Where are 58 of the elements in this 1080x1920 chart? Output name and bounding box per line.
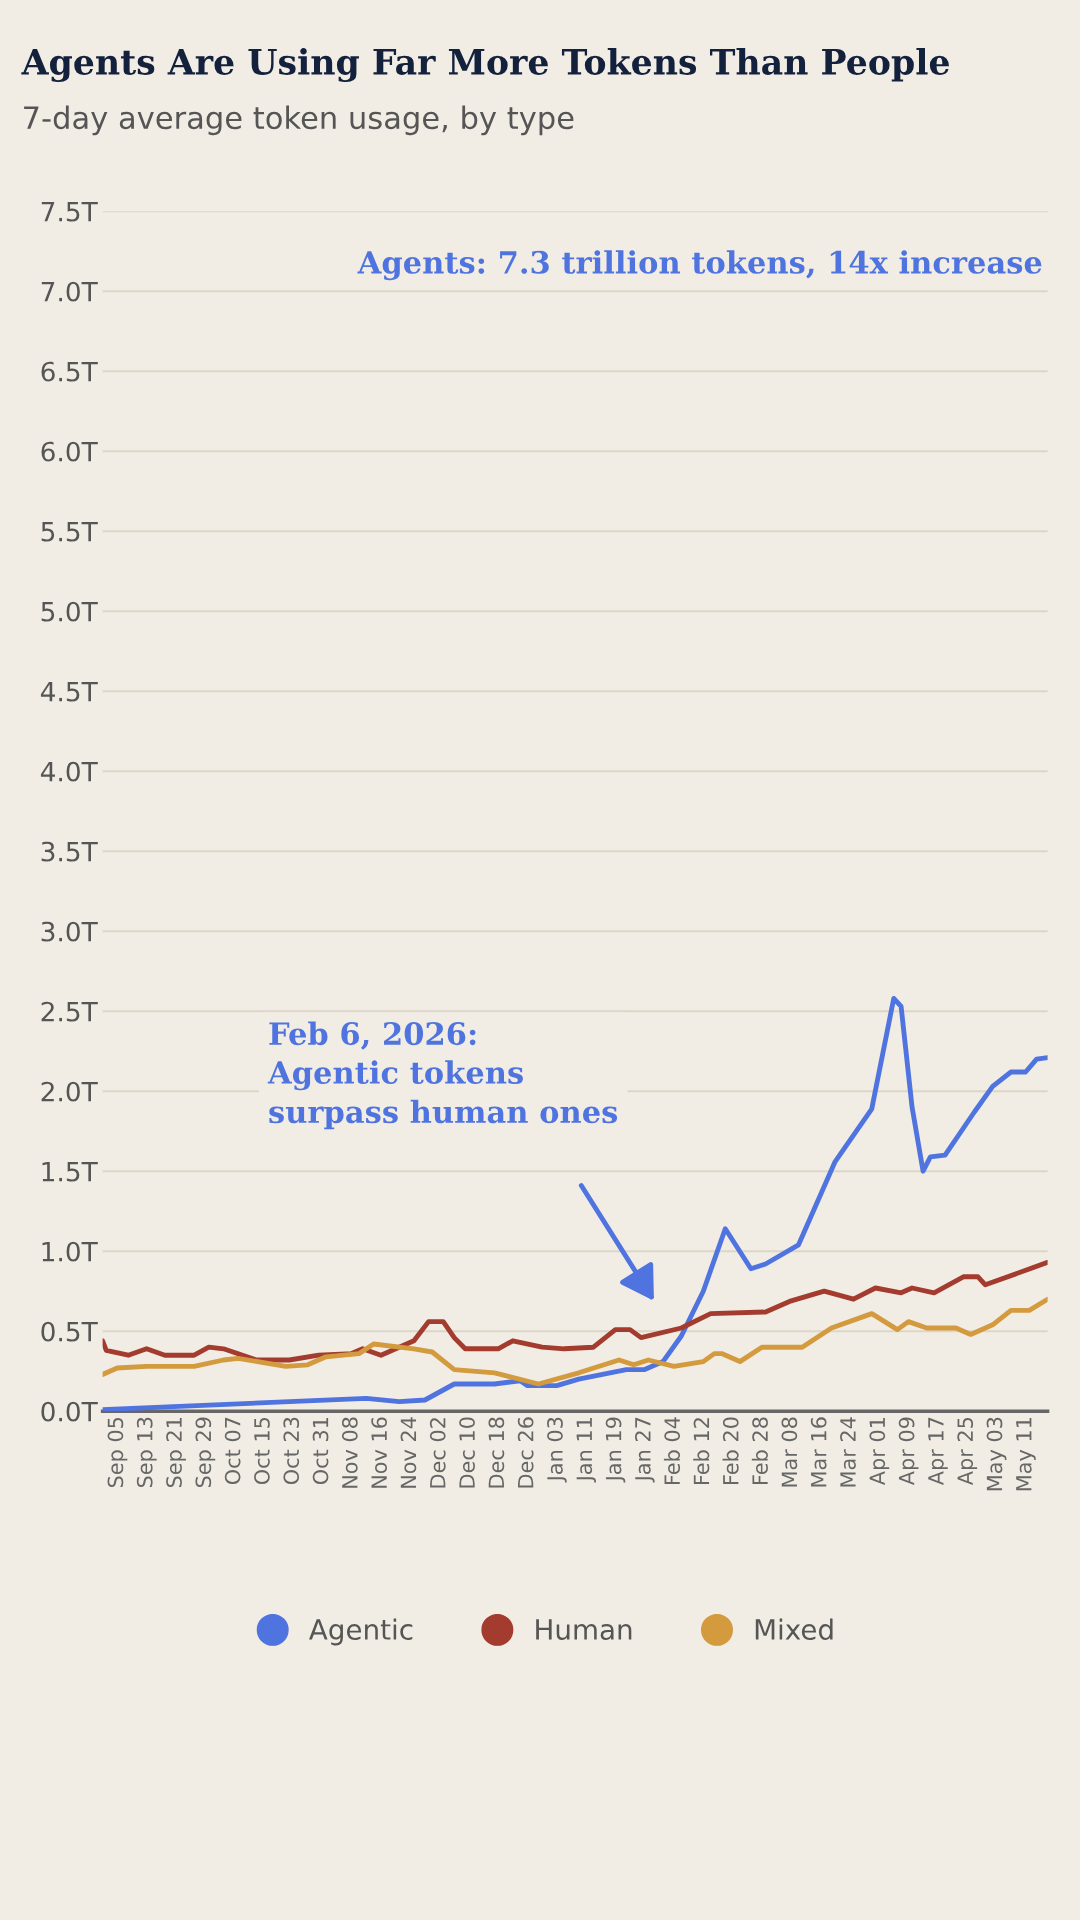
x-tick-label: Sep 13 — [136, 1417, 157, 1488]
x-tick-label: Sep 29 — [195, 1417, 216, 1488]
y-tick-label: 6.5T — [41, 361, 98, 382]
x-tick-label: Nov 08 — [341, 1417, 358, 1488]
x-tick-label: May 03 — [986, 1417, 1007, 1491]
line-series — [102, 1259, 1048, 1363]
y-tick-label: 0.5T — [41, 1321, 98, 1342]
legend-label: Mixed — [755, 1618, 833, 1641]
x-tick-label: Mar 24 — [840, 1417, 856, 1487]
y-tick-label: 2.0T — [41, 1081, 98, 1102]
legend-label: Human — [536, 1619, 632, 1641]
chart-title: Agents Are Using Far More Tokens Than People — [21, 48, 949, 83]
x-tick-label: Mar 16 — [810, 1417, 827, 1487]
x-tick-label: Oct 07 — [224, 1417, 241, 1485]
annotation: Feb 6, 2026: Agentic tokens surpass human ones — [267, 1021, 618, 1130]
x-tick-label: Feb 20 — [722, 1417, 739, 1485]
x-tick-label: Nov 24 — [400, 1417, 417, 1488]
chart-subtitle: 7-day average token usage, by type — [24, 105, 574, 136]
x-tick-label: Jan 27 — [634, 1417, 655, 1483]
x-tick-label: Dec 18 — [488, 1417, 505, 1488]
x-tick-label: Feb 12 — [693, 1418, 710, 1485]
x-tick-label: Sep 05 — [107, 1417, 128, 1488]
x-tick-label: Mar 08 — [781, 1417, 798, 1487]
y-tick-label: 5.5T — [41, 521, 98, 542]
x-tick-label: Sep 21 — [166, 1417, 186, 1488]
x-tick-label: Apr 01 — [869, 1417, 890, 1486]
y-tick-label: 3.0T — [41, 921, 98, 942]
annotation: Agents: 7.3 trillion tokens, 14x increase — [357, 250, 1042, 281]
y-tick-label: 7.5T — [41, 201, 98, 222]
x-tick-label: Jan 03 — [547, 1417, 567, 1483]
x-tick-label: Apr 09 — [898, 1417, 919, 1486]
y-tick-label: 7.0T — [41, 281, 98, 302]
x-tick-label: Oct 23 — [283, 1417, 300, 1485]
y-tick-label: 1.0T — [42, 1241, 98, 1262]
x-tick-label: Dec 26 — [517, 1417, 534, 1488]
y-tick-label: 1.5T — [42, 1161, 98, 1182]
x-tick-label: Feb 28 — [751, 1417, 768, 1485]
x-tick-label: Apr 25 — [957, 1417, 978, 1486]
legend-label: Agentic — [309, 1618, 413, 1646]
x-tick-label: Dec 10 — [459, 1417, 475, 1488]
x-tick-label: Oct 15 — [254, 1417, 270, 1485]
y-tick-label: 2.5T — [41, 1001, 98, 1022]
y-tick-label: 6.0T — [41, 441, 98, 462]
y-tick-label: 4.5T — [40, 681, 98, 702]
x-tick-label: Feb 04 — [663, 1417, 681, 1485]
x-tick-label: Jan 11 — [576, 1417, 597, 1483]
x-tick-label: Dec 02 — [429, 1418, 446, 1488]
x-tick-label: Oct 31 — [312, 1417, 329, 1485]
line-series — [102, 995, 1048, 1412]
x-tick-label: Nov 16 — [371, 1417, 388, 1488]
y-tick-label: 4.0T — [40, 761, 98, 782]
x-tick-label: May 11 — [1016, 1417, 1036, 1491]
y-tick-label: 0.0T — [41, 1401, 98, 1422]
y-tick-label: 5.0T — [41, 601, 98, 622]
y-tick-label: 3.5T — [41, 841, 98, 862]
x-tick-label: Apr 17 — [928, 1417, 948, 1486]
x-tick-label: Jan 19 — [605, 1417, 626, 1483]
line-series — [102, 1296, 1048, 1387]
